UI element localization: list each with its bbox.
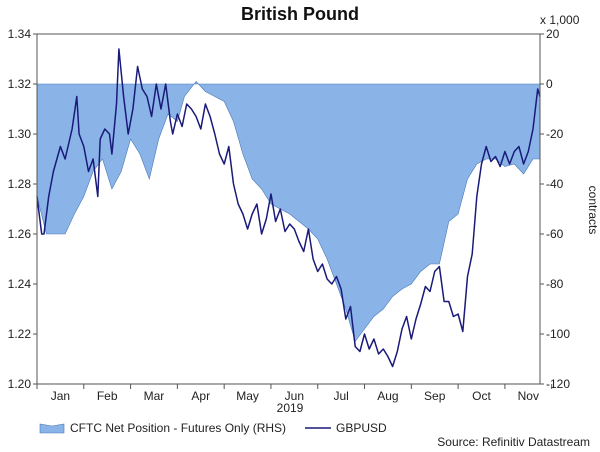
axes: 1.20 1.22 1.24 1.26 1.28 1.30 1.32 1.34 -120 -100…: [8, 27, 571, 403]
legend-item-area: CFTC Net Position - Futures Only (RHS): [39, 421, 286, 435]
right-axis-label: contracts: [586, 186, 600, 235]
left-axis-tick-label: 1.22: [8, 327, 32, 341]
year-label: 2019: [277, 401, 304, 415]
right-axis-tick-label: 20: [546, 27, 560, 41]
x-axis-month-label: Feb: [97, 389, 118, 403]
right-axis-tick-label: -20: [546, 127, 564, 141]
right-axis-tick-label: -120: [546, 377, 570, 391]
legend-item-line: GBPUSD: [305, 421, 387, 435]
left-axis-tick-label: 1.34: [8, 27, 32, 41]
x-axis-month-label: Jan: [51, 389, 70, 403]
left-axis-tick-label: 1.24: [8, 277, 32, 291]
legend-label-line: GBPUSD: [336, 421, 387, 435]
legend-label-area: CFTC Net Position - Futures Only (RHS): [70, 421, 286, 435]
cftc-net-position-area: [36, 81, 541, 343]
x-axis-month-label: May: [236, 389, 259, 403]
right-axis-tick-label: -100: [546, 327, 570, 341]
legend-area-swatch: [39, 423, 65, 434]
right-axis-tick-label: 0: [546, 77, 553, 91]
left-axis-tick-label: 1.26: [8, 227, 32, 241]
x-axis-month-label: Mar: [144, 389, 165, 403]
left-axis-tick-label: 1.30: [8, 127, 32, 141]
left-axis-tick-label: 1.28: [8, 177, 32, 191]
source-note: Source: Refinitiv Datastream: [437, 435, 590, 449]
x-axis-month-label: Sep: [424, 389, 446, 403]
multiplier-label: x 1,000: [540, 13, 580, 27]
x-axis-month-label: Oct: [472, 389, 491, 403]
right-axis-tick-label: -80: [546, 277, 564, 291]
left-axis-tick-label: 1.20: [8, 377, 32, 391]
x-axis-month-label: Jul: [333, 389, 348, 403]
right-axis-tick-label: -40: [546, 177, 564, 191]
x-axis-month-label: Jun: [285, 389, 304, 403]
plot-border: [36, 33, 541, 385]
x-axis-month-label: Nov: [518, 389, 539, 403]
plot-area: [36, 48, 541, 368]
left-axis-tick-label: 1.32: [8, 77, 32, 91]
gbpusd-line: [36, 48, 541, 368]
legend: CFTC Net Position - Futures Only (RHS) G…: [39, 421, 387, 435]
chart-title: British Pound: [241, 4, 359, 24]
x-axis-month-label: Apr: [191, 389, 210, 403]
right-axis-tick-label: -60: [546, 227, 564, 241]
x-axis-month-label: Aug: [377, 389, 398, 403]
